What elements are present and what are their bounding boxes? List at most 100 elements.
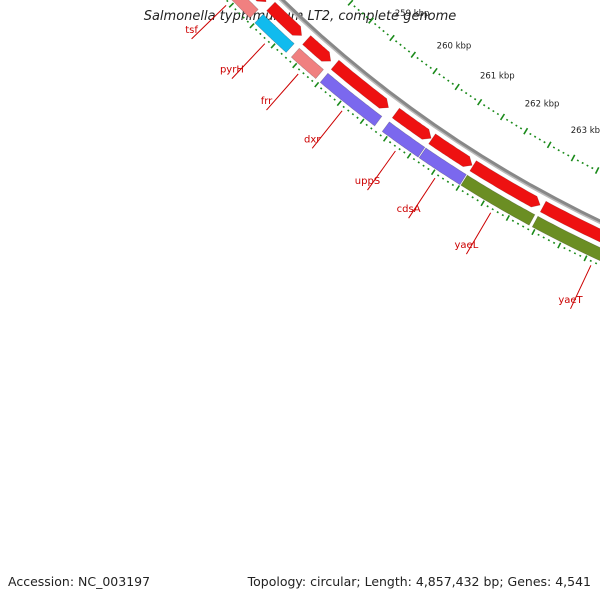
tick-mark xyxy=(430,169,436,176)
tick-mark xyxy=(451,183,455,187)
feature-band-dxr[interactable] xyxy=(319,72,383,127)
tick-mark xyxy=(499,113,506,121)
feature-band-uppS[interactable] xyxy=(381,121,426,158)
tick-mark xyxy=(365,123,368,127)
kbp-tick-label: 259 kbp xyxy=(395,9,430,19)
cds-arrow-dxr[interactable] xyxy=(330,59,389,109)
tick-mark xyxy=(464,91,468,95)
tick-mark xyxy=(589,259,592,262)
gene-label-tsf[interactable]: tsf xyxy=(185,25,198,36)
gene-label-uppS[interactable]: uppS xyxy=(355,176,380,187)
tick-mark xyxy=(519,127,523,130)
tick-mark xyxy=(284,56,288,60)
cds-arrow-uppS[interactable] xyxy=(391,107,432,140)
tick-mark xyxy=(515,124,518,127)
feature-band-frr[interactable] xyxy=(290,47,324,80)
cds-arrow-tsf[interactable] xyxy=(227,0,267,3)
tick-mark xyxy=(557,242,562,249)
tick-mark xyxy=(336,100,342,107)
tick-mark xyxy=(461,190,464,193)
cds-arrow-yaeT[interactable] xyxy=(539,200,600,267)
tick-mark xyxy=(302,72,305,75)
tick-mark xyxy=(270,43,276,49)
tick-mark xyxy=(591,166,594,170)
tick-mark xyxy=(314,81,320,88)
tick-mark xyxy=(357,8,360,12)
tick-mark xyxy=(412,157,416,161)
tick-mark xyxy=(393,144,397,147)
tick-mark xyxy=(226,0,229,3)
tick-mark xyxy=(342,105,345,109)
gene-label-frr[interactable]: frr xyxy=(261,96,273,107)
tick-mark xyxy=(242,16,245,19)
tick-mark xyxy=(406,152,412,159)
gene-label-leader xyxy=(266,73,299,111)
tick-mark xyxy=(403,46,406,50)
gene-label-pyrH[interactable]: pyrH xyxy=(220,65,244,76)
kbp-tick-label: 263 kbp xyxy=(571,126,600,136)
tick-mark xyxy=(425,63,428,66)
tick-mark xyxy=(477,98,483,106)
tick-mark xyxy=(594,262,598,265)
tick-mark xyxy=(436,174,440,177)
tick-mark xyxy=(228,2,235,8)
tick-mark xyxy=(469,94,472,98)
tick-mark xyxy=(356,116,359,119)
feature-band-yaeL[interactable] xyxy=(460,174,536,226)
gene-label-yaeL[interactable]: yaeL xyxy=(455,240,479,251)
tick-mark xyxy=(365,15,369,19)
cds-arrow-pyrH[interactable] xyxy=(266,1,302,36)
tick-mark xyxy=(306,75,310,79)
tick-mark xyxy=(234,8,237,11)
tick-mark xyxy=(267,40,271,44)
tick-mark xyxy=(576,159,580,162)
tick-mark xyxy=(486,205,489,208)
tick-mark xyxy=(353,5,356,8)
tick-mark xyxy=(389,34,395,42)
tick-mark xyxy=(496,112,500,116)
tick-mark xyxy=(466,193,469,196)
tick-mark xyxy=(416,56,419,60)
tick-mark xyxy=(537,233,540,236)
gene-label-leader xyxy=(367,150,396,191)
feature-band-yaeT[interactable] xyxy=(531,215,600,285)
tick-mark xyxy=(297,68,301,71)
tick-mark xyxy=(447,79,450,82)
tick-mark xyxy=(292,62,298,69)
feature-band-tsf[interactable] xyxy=(214,0,259,19)
tick-mark xyxy=(388,141,392,144)
tick-mark xyxy=(382,29,385,33)
tick-mark xyxy=(347,0,354,6)
gene-label-leader xyxy=(191,5,227,40)
gene-label-group: rpsBtsfpyrHfrrdxruppScdsAyaeLyaeT xyxy=(185,5,592,310)
gene-label-yaeT[interactable]: yaeT xyxy=(558,295,583,306)
tick-mark xyxy=(328,94,332,98)
tick-mark xyxy=(429,66,432,70)
tick-mark xyxy=(547,239,551,242)
tick-mark xyxy=(579,254,582,257)
tick-mark xyxy=(583,255,588,262)
feature-band-cdsA[interactable] xyxy=(418,147,467,186)
tick-mark xyxy=(442,76,446,79)
gene-label-dxr[interactable]: dxr xyxy=(304,134,321,145)
tick-mark xyxy=(333,98,336,101)
gene-label-leader xyxy=(570,265,592,310)
tick-mark xyxy=(552,241,556,244)
tick-mark xyxy=(386,33,389,36)
cds-arrow-frr[interactable] xyxy=(302,35,332,62)
tick-mark xyxy=(562,151,565,154)
tick-mark xyxy=(398,147,401,151)
tick-mark xyxy=(491,208,494,211)
kbp-tick-label: 260 kbp xyxy=(437,41,472,51)
accession-text: Accession: NC_003197 xyxy=(8,574,151,589)
tick-mark xyxy=(563,246,566,250)
tick-mark xyxy=(410,51,417,58)
gene-label-cdsA[interactable]: cdsA xyxy=(397,204,421,215)
cds-arrow-yaeL[interactable] xyxy=(469,160,541,208)
feature-band-pyrH[interactable] xyxy=(254,13,295,53)
tick-mark xyxy=(446,180,450,183)
feature-track xyxy=(214,0,600,285)
cds-arrow-cdsA[interactable] xyxy=(428,133,473,167)
tick-mark xyxy=(454,83,460,91)
